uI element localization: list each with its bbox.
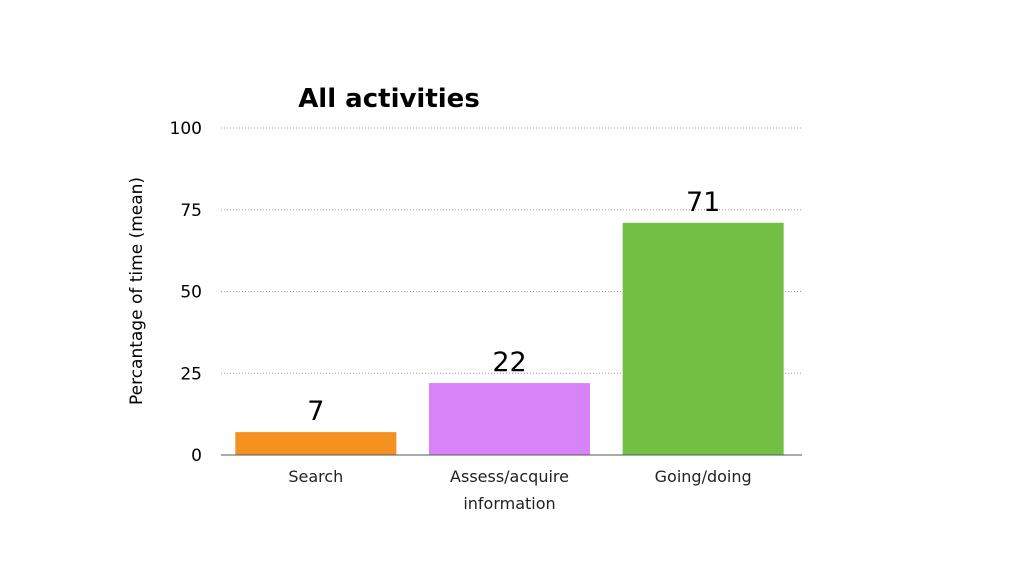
y-axis-label: Percantage of time (mean) bbox=[127, 177, 147, 405]
x-tick-label: Search bbox=[288, 467, 343, 486]
y-tick-label: 0 bbox=[191, 446, 202, 466]
chart-title: All activities bbox=[298, 84, 480, 114]
x-tick-label: Going/doing bbox=[655, 467, 752, 486]
y-tick-label: 50 bbox=[180, 283, 202, 303]
x-tick-label: Assess/acquire information bbox=[450, 467, 569, 513]
bar bbox=[622, 222, 784, 455]
y-tick-label: 75 bbox=[180, 201, 202, 221]
bar bbox=[235, 432, 397, 455]
data-label: 22 bbox=[492, 347, 526, 378]
data-label: 7 bbox=[307, 396, 324, 427]
y-tick-label: 100 bbox=[170, 119, 202, 139]
data-label: 71 bbox=[686, 187, 720, 218]
bar bbox=[429, 383, 590, 455]
y-tick-label: 25 bbox=[180, 364, 202, 384]
